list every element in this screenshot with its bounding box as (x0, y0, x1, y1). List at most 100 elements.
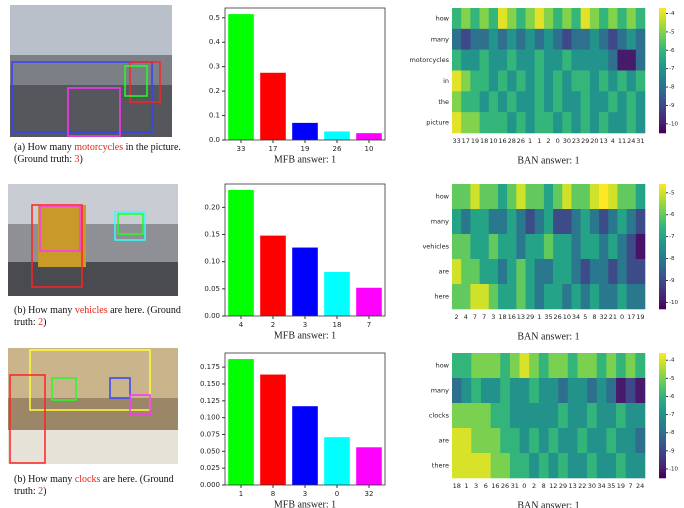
heatmap-cell (599, 70, 609, 92)
heatmap-cell (488, 49, 499, 71)
heatmap-cell (599, 8, 609, 30)
heatmap-cell (525, 8, 536, 30)
heatmap-cell (616, 378, 626, 404)
y-tick-label: 0.175 (200, 363, 220, 371)
x-axis-label: MFB answer: 1 (274, 499, 336, 508)
heatmap-cell (626, 234, 637, 260)
colorbar-segment (659, 8, 666, 12)
colorbar-segment (659, 70, 666, 74)
heatmap-cell (616, 428, 626, 454)
heatmap-cell (461, 8, 471, 30)
x-tick-label: 1 (239, 490, 243, 498)
heatmap-cell (461, 70, 471, 92)
heatmap-cell (479, 70, 490, 92)
x-tick-label: 30 (588, 482, 596, 490)
heatmap-cell (538, 428, 549, 454)
heatmap-cell (577, 428, 588, 454)
heatmap-cell (608, 209, 618, 235)
x-tick-label: 11 (618, 137, 626, 145)
heatmap-cell (562, 259, 572, 285)
bar (292, 406, 318, 485)
colorbar-tick-label: -6 (669, 394, 675, 400)
heatmap-cell (606, 353, 617, 379)
x-tick-label: 18 (480, 137, 488, 145)
heatmap-cell (617, 28, 627, 50)
x-tick-label: 6 (484, 482, 488, 490)
colorbar-segment (659, 193, 666, 197)
colorbar-segment (659, 33, 666, 37)
heatmap-cell (479, 49, 490, 71)
heatmap-cell (571, 28, 581, 50)
heatmap-cell (571, 49, 581, 71)
heatmap-cell (500, 428, 511, 454)
colorbar-segment (659, 54, 666, 59)
heatmap-cell (587, 428, 598, 454)
colorbar-segment (659, 64, 666, 68)
colorbar-segment (659, 415, 666, 419)
x-tick-label: 5 (583, 313, 587, 321)
heatmap-cell (516, 112, 526, 134)
heatmap-cell (479, 184, 490, 210)
x-tick-label: 24 (627, 137, 635, 145)
colorbar-segment (659, 437, 666, 441)
heatmap-cell (543, 70, 554, 92)
heatmap-cell (626, 209, 637, 235)
heatmap-cell (488, 28, 499, 50)
colorbar-segment (659, 58, 666, 62)
heatmap-cell (543, 49, 554, 71)
colorbar-segment (659, 368, 666, 373)
heatmap-cell (589, 91, 600, 113)
heatmap-cell (571, 234, 581, 260)
heatmap-cell (562, 234, 572, 260)
colorbar-segment (659, 79, 666, 84)
heatmap-cell (529, 378, 540, 404)
colorbar-segment (659, 20, 666, 24)
y-tick-label: there (432, 462, 449, 470)
heatmap-cell (534, 49, 545, 71)
colorbar-segment (659, 431, 666, 435)
x-tick-label: 4 (239, 321, 244, 329)
x-tick-label: 26 (333, 145, 342, 153)
colorbar-tick-label: -4 (669, 358, 675, 364)
heatmap-cell (497, 112, 508, 134)
bar (260, 72, 286, 140)
heatmap-cell (608, 184, 618, 210)
colorbar-segment (659, 17, 666, 21)
colorbar-segment (659, 396, 666, 401)
colorbar-segment (659, 126, 666, 131)
colorbar-segment (659, 83, 666, 87)
heatmap-cell (509, 353, 520, 379)
colorbar-segment (659, 227, 666, 232)
bar (228, 14, 254, 140)
heatmap-cell (507, 284, 517, 310)
heatmap-cell (497, 209, 508, 235)
heatmap-cell (567, 453, 578, 479)
heatmap-cell (452, 378, 462, 404)
heatmap-cell (567, 403, 578, 429)
axes-frame (224, 7, 386, 141)
x-axis-label: BAN answer: 1 (517, 331, 579, 342)
heatmap-cell (571, 70, 581, 92)
heatmap-cell (571, 209, 581, 235)
x-tick-label: 33 (237, 145, 246, 153)
heatmap-cell (500, 378, 511, 404)
heatmap-cell (626, 259, 637, 285)
heatmap-cell (507, 49, 517, 71)
colorbar-segment (659, 104, 666, 109)
y-tick-label: many (431, 35, 449, 43)
heatmap-cell (529, 453, 540, 479)
heatmap-cell (479, 259, 490, 285)
heatmap-cell (608, 70, 618, 92)
heatmap-cell (635, 284, 646, 310)
y-tick-label: picture (426, 119, 449, 127)
heatmap-cell (452, 259, 462, 285)
caption: (a) How many motorcycles in the picture.… (14, 142, 181, 165)
heatmap-cell (635, 259, 646, 285)
colorbar-segment (659, 73, 666, 78)
x-tick-label: 10 (365, 145, 374, 153)
heatmap-cell (617, 209, 627, 235)
heatmap-cell (497, 49, 508, 71)
heatmap-cell (538, 403, 549, 429)
colorbar-segment (659, 462, 666, 466)
x-tick-label: 7 (628, 482, 632, 490)
